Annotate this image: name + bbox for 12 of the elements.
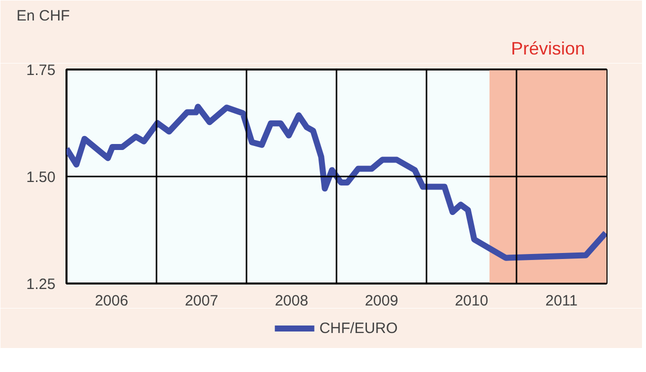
x-tick-label: 2011 (545, 292, 578, 310)
x-tick-label: 2008 (274, 292, 308, 310)
y-tick-label: 1.50 (26, 169, 56, 186)
y-tick-label: 1.75 (26, 62, 56, 79)
x-tick-label: 2007 (184, 292, 218, 310)
y-tick-label: 1.25 (26, 276, 56, 293)
x-tick-label: 2009 (364, 292, 398, 310)
x-tick-label: 2006 (94, 292, 128, 310)
band-label: Prévision (510, 38, 586, 58)
chart-title: En CHF (16, 8, 70, 24)
legend-label: CHF/EURO (319, 320, 398, 336)
x-tick-label: 2010 (454, 292, 488, 310)
